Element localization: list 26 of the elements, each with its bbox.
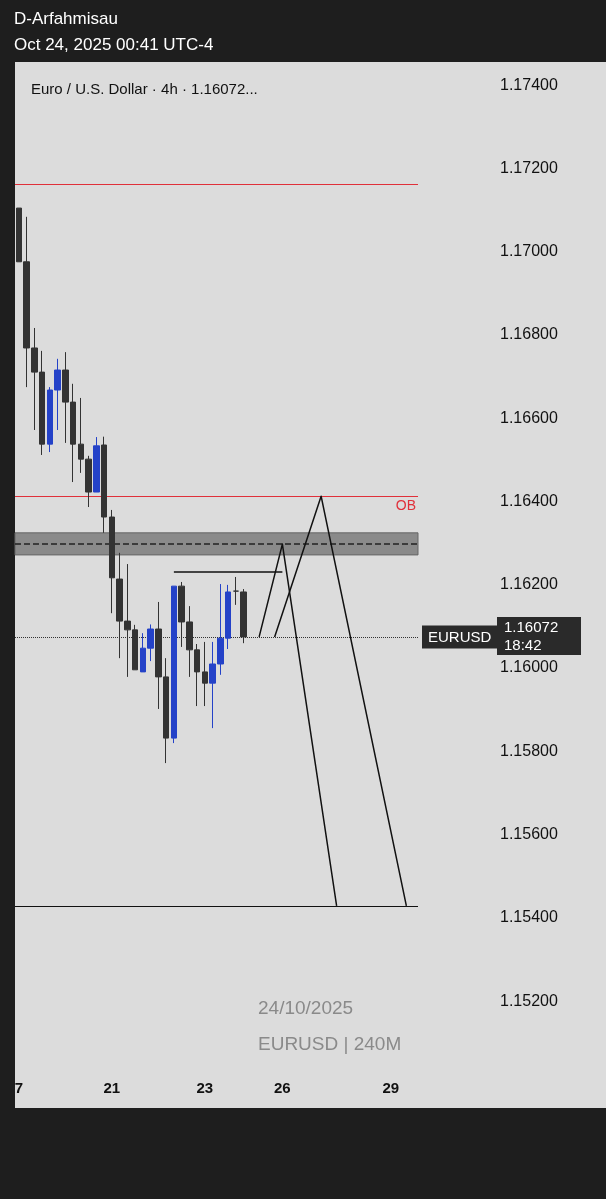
x-tick-label: 29 [382, 1079, 400, 1096]
text: EURUSD | 240M [257, 1033, 402, 1054]
y-tick-label: 1.17000 [500, 242, 558, 260]
x-tick-label: 26 [274, 1079, 291, 1096]
y-tick-label: 1.15800 [500, 741, 558, 759]
y-tick-label: 1.16200 [500, 575, 558, 593]
y-tick-label: 1.17400 [500, 75, 558, 93]
x-tick-label: 21 [103, 1079, 121, 1096]
text: 18:42 [504, 636, 542, 653]
y-tick-label: 1.15200 [500, 991, 558, 1009]
y-tick-label: 1.16000 [500, 658, 558, 676]
text: 1.16072 [504, 618, 559, 635]
ref-line-label: EURUSD [428, 628, 492, 646]
x-tick-label: 7 [14, 1079, 24, 1096]
y-tick-label: 1.17200 [500, 158, 558, 176]
x-tick-label: 23 [196, 1079, 214, 1096]
chart-subtitle: Oct 24, 2025 00:41 UTC-4 [14, 34, 214, 56]
y-tick-label: 1.15600 [500, 824, 558, 842]
y-tick-label: 1.15400 [500, 908, 558, 926]
annotation: 24/10/2025 [258, 997, 354, 1018]
y-tick-label: 1.16400 [500, 491, 558, 509]
chart-title: Euro / U.S. Dollar · 4h · 1.16072... [31, 80, 258, 97]
ref-line-label: OB [395, 497, 416, 514]
y-tick-label: 1.16800 [500, 325, 558, 343]
y-tick-label: 1.16600 [500, 408, 558, 426]
text: D-Arfahmisau [14, 8, 119, 30]
